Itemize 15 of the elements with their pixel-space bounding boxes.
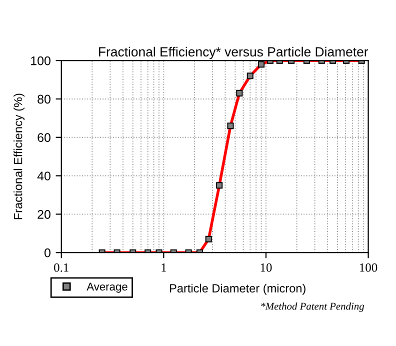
x-tick-label: 1 — [162, 263, 166, 272]
y-tick-label: 100 — [31, 56, 50, 66]
y-axis-title: Fractional Efficiency (%) — [14, 94, 25, 220]
y-tick-label: 0 — [44, 248, 50, 258]
y-tick-label: 40 — [37, 172, 50, 180]
text: *Method Patent Pending — [261, 302, 364, 312]
legend-label: Average — [86, 282, 128, 293]
y-tick-label: 20 — [38, 210, 50, 219]
x-tick-label: 10 — [260, 263, 272, 272]
x-tick-label: 0.1 — [54, 263, 68, 272]
x-tick-label: 100 — [360, 263, 378, 272]
y-tick-label: 80 — [38, 94, 50, 104]
x-axis-title: Particle Diameter (micron) — [170, 284, 306, 295]
y-tick-label: 60 — [38, 133, 50, 142]
chart-title: Fractional Efficiency* versus Particle Diameter — [99, 46, 368, 60]
